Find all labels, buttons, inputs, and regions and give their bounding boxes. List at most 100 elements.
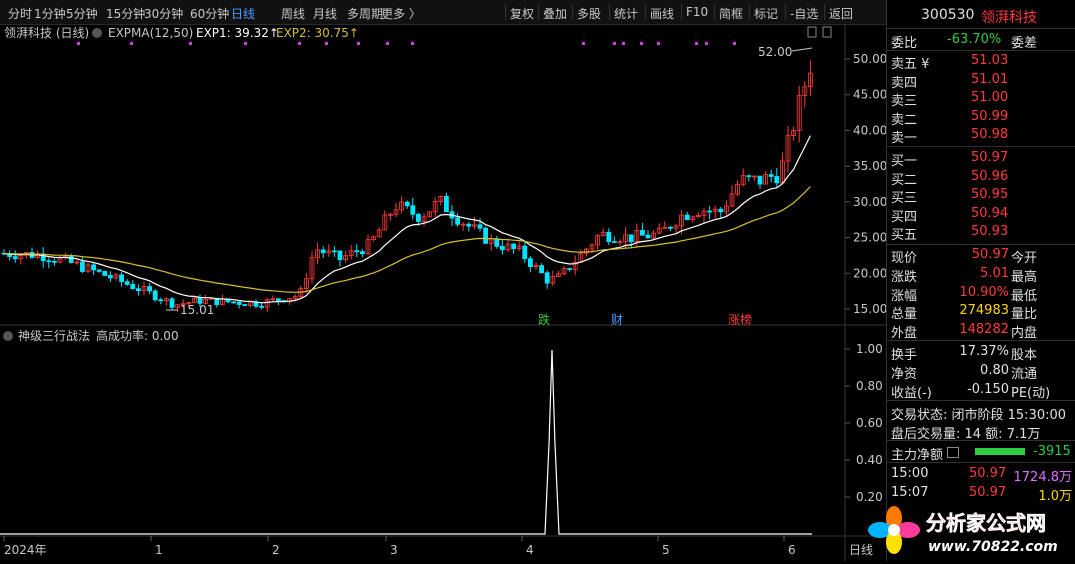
tool-button-9[interactable]: 返回 [829, 7, 854, 21]
tick-row-1: 15:07 50.97 1.0万 [891, 484, 1072, 504]
candle-body [315, 249, 321, 258]
period-tab-8[interactable]: 月线 [313, 7, 338, 21]
candle-body [645, 234, 651, 239]
signal-dot [582, 42, 585, 45]
tool-button-2[interactable]: 多股 [577, 7, 602, 21]
event-tag[interactable]: 跌 [538, 312, 550, 327]
period-tab-6[interactable]: 日线 [231, 7, 256, 21]
period-tab-1[interactable]: 1分钟 [34, 7, 66, 21]
main-flow-icon[interactable] [947, 447, 959, 458]
signal-dot [657, 42, 660, 45]
tool-button-8[interactable]: -自选 [790, 7, 819, 21]
period-tab-5[interactable]: 60分钟 [190, 7, 230, 21]
candle-body [752, 175, 757, 178]
tool-button-1[interactable]: 叠加 [543, 7, 568, 21]
event-tag[interactable]: 涨榜 [728, 312, 752, 327]
candle-body [259, 305, 265, 308]
x-axis-label: 2 [272, 543, 280, 557]
candle-body [690, 216, 696, 220]
period-tab-4[interactable]: 30分钟 [144, 7, 184, 21]
high-marker: 52.00 [758, 45, 792, 59]
sell-level-4: 卖四 51.01 [891, 71, 1009, 91]
candle-body [180, 303, 186, 306]
watermark-logo: 分析家公式网 www.70822.com [868, 506, 1058, 555]
candle-body [399, 201, 405, 211]
price-tick-label: 15.00 [853, 302, 886, 316]
signal-dot [733, 42, 736, 45]
period-tab-10[interactable]: 更多 〉 [381, 7, 421, 21]
stat-row-2: 涨幅 10.90% 最低 [891, 284, 1038, 304]
stat-row-3: 总量 274983 量比 [891, 303, 1038, 323]
candle-body [494, 238, 500, 247]
stat2-row-0: 换手 17.37% 股本 [891, 344, 1038, 363]
signal-dot [357, 42, 360, 45]
candle-body [746, 175, 752, 178]
price-tick-label: 30.00 [853, 195, 886, 209]
signal-dot [298, 42, 301, 45]
tool-button-3[interactable]: 统计 [614, 7, 639, 21]
buy-level-5: 买五 50.93 [891, 224, 1009, 244]
period-tab-3[interactable]: 15分钟 [106, 7, 146, 21]
candle-body [12, 256, 18, 260]
kline-chart[interactable]: 领湃科技 (日线) EXPMA(12,50) EXP1: 39.32↑ EXP2… [0, 24, 887, 561]
window-restore-icon[interactable] [807, 26, 817, 38]
tool-button-7[interactable]: 标记 [754, 7, 779, 21]
window-close-icon[interactable] [822, 26, 832, 38]
candle-body [68, 255, 74, 263]
candle-body [169, 298, 175, 308]
tool-button-6[interactable]: 简框 [719, 7, 744, 21]
signal-dot [189, 42, 192, 45]
tool-button-5[interactable]: F10 [686, 5, 709, 19]
candle-body [443, 196, 449, 213]
candle-body [52, 260, 57, 263]
candle-body [303, 278, 309, 290]
candle-body [382, 214, 388, 231]
signal-dot [77, 42, 80, 45]
candle-body [158, 299, 164, 302]
period-tab-9[interactable]: 多周期 [347, 7, 384, 21]
candle-body [46, 260, 52, 263]
candle-body [175, 304, 181, 308]
tool-button-4[interactable]: 画线 [650, 7, 675, 21]
candle-body [387, 213, 393, 216]
candle-body [572, 261, 578, 270]
candle-body [376, 229, 382, 238]
tool-button-0[interactable]: 复权 [510, 7, 535, 21]
candle-body [371, 236, 377, 241]
candle-body [191, 297, 197, 304]
watermark-url: www.70822.com [928, 539, 1058, 555]
candle-body [236, 301, 242, 305]
stock-code: 300530 [921, 7, 975, 23]
buy-level-4: 买四 50.94 [891, 205, 1009, 225]
sub-chart-subtitle: 高成功率: 0.00 [96, 328, 179, 343]
candle-body [292, 295, 298, 300]
x-axis-label: 6 [788, 543, 796, 557]
stat-row-0: 现价 50.97 今开 [891, 247, 1038, 266]
candle-body [796, 95, 802, 131]
candle-body [808, 72, 813, 88]
period-tab-7[interactable]: 周线 [281, 7, 306, 21]
sub-tick-label: 0.40 [856, 453, 883, 467]
candle-body [511, 243, 517, 249]
high-marker-arrow [791, 47, 813, 52]
period-tab-0[interactable]: 分时 [8, 7, 33, 21]
x-axis-label: 2024年 [4, 543, 47, 557]
candle-body [455, 217, 461, 225]
price-tick-label: 35.00 [853, 159, 886, 173]
candle-body [712, 208, 718, 212]
indicator-menu-icon[interactable] [92, 28, 102, 38]
sub-indicator-menu-icon[interactable] [3, 331, 13, 341]
period-tab-2[interactable]: 5分钟 [66, 7, 98, 21]
candle-body [623, 234, 628, 243]
x-axis-label: 5 [662, 543, 670, 557]
candle-body [718, 208, 724, 213]
x-axis-label: 4 [526, 543, 534, 557]
candle-body [438, 196, 444, 203]
event-tag[interactable]: 财 [611, 313, 623, 327]
candle-body [331, 250, 337, 253]
candle-body [735, 183, 740, 195]
price-tick-label: 45.00 [853, 88, 886, 102]
chart-area[interactable]: 领湃科技 (日线) EXPMA(12,50) EXP1: 39.32↑ EXP2… [0, 24, 887, 561]
candle-body [533, 265, 539, 268]
price-tick-label: 40.00 [853, 123, 886, 137]
